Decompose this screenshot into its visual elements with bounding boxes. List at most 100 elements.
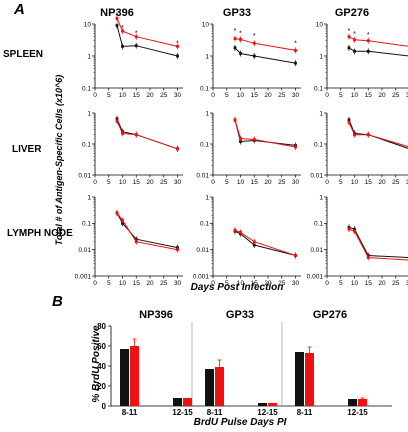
y-tick-label: 1 xyxy=(87,110,91,117)
y-tick-label: 0.01 xyxy=(196,172,209,179)
y-tick-label: 1 xyxy=(87,194,91,201)
data-point-black xyxy=(366,49,370,53)
data-point-red xyxy=(252,138,256,141)
data-point-red xyxy=(366,133,370,137)
x-tick-label: 25 xyxy=(392,92,400,99)
y-tick-label: 10 xyxy=(84,21,92,28)
bar-black xyxy=(173,398,182,406)
data-point-black xyxy=(353,49,356,53)
x-tick-label: 15 xyxy=(133,92,141,99)
x-tick-label: 20 xyxy=(264,179,272,186)
data-point-red xyxy=(366,256,370,259)
bar-panel: 0 20 40 60 80 8-11 12-15 8-11 12-15 8-11 12-15 xyxy=(97,322,392,417)
data-point-black xyxy=(347,46,351,50)
column-title-gp276: GP276 xyxy=(335,7,369,19)
data-point-red xyxy=(294,254,297,257)
data-point-red xyxy=(239,231,242,234)
x-tick-label: 10 xyxy=(237,280,245,287)
x-tick-label: 0 xyxy=(211,179,215,186)
bar-y-tick-label: 80 xyxy=(97,322,106,331)
x-tick-label: 10 xyxy=(351,280,359,287)
x-tick-label: 10 xyxy=(351,179,359,186)
bar-black xyxy=(348,399,357,406)
x-tick-label: 5 xyxy=(225,179,229,186)
bar-category-label: 12-15 xyxy=(347,408,368,417)
series-line-red xyxy=(348,228,408,261)
significance-star: * xyxy=(367,32,370,39)
y-tick-label: 0.01 xyxy=(310,172,323,179)
data-point-red xyxy=(347,227,351,231)
series-line-black xyxy=(234,230,296,256)
data-point-red xyxy=(121,29,124,33)
series-line-red xyxy=(116,18,178,47)
row-label-liver: LIVER xyxy=(12,144,42,155)
significance-star: * xyxy=(253,33,256,40)
data-point-red xyxy=(134,133,138,137)
x-tick-label: 30 xyxy=(292,179,300,186)
row-label-lymph-node: LYMPH NODE xyxy=(7,228,73,239)
bar-group-title-np396: NP396 xyxy=(139,309,173,321)
data-point-black xyxy=(121,221,124,225)
x-tick-label: 5 xyxy=(107,92,111,99)
data-point-black xyxy=(233,46,237,50)
x-tick-label: 0 xyxy=(93,280,97,287)
y-tick-label: 1 xyxy=(205,110,209,117)
x-tick-label: 10 xyxy=(351,92,359,99)
x-tick-label: 0 xyxy=(93,179,97,186)
series-line-red xyxy=(234,229,296,256)
x-tick-label: 0 xyxy=(211,280,215,287)
data-point-red xyxy=(134,35,138,39)
y-tick-label: 0.01 xyxy=(196,247,209,254)
data-point-black xyxy=(134,44,138,48)
x-tick-label: 15 xyxy=(365,280,373,287)
bar-black xyxy=(258,403,267,406)
bar-y-tick-label: 60 xyxy=(97,342,106,351)
data-point-black xyxy=(239,140,242,143)
bar-category-label: 8-11 xyxy=(122,408,138,417)
series-line-black xyxy=(348,119,408,149)
significance-star: * xyxy=(234,28,237,35)
bar-red xyxy=(305,353,314,406)
y-tick-label: 0.1 xyxy=(200,85,209,92)
x-tick-label: 20 xyxy=(378,92,386,99)
y-tick-label: 0.1 xyxy=(314,141,323,148)
data-point-red xyxy=(294,48,297,52)
panel-a-x-axis-title: Days Post Infection xyxy=(191,282,284,293)
series-line-black xyxy=(116,212,178,249)
y-tick-label: 0.1 xyxy=(314,85,323,92)
y-tick-label: 0.1 xyxy=(82,221,91,228)
series-line-red xyxy=(348,36,408,47)
data-point-red xyxy=(176,44,179,48)
x-tick-label: 15 xyxy=(365,179,373,186)
panel-a-letter: A xyxy=(13,1,25,18)
x-tick-label: 30 xyxy=(406,179,408,186)
data-point-red xyxy=(353,133,356,137)
x-tick-label: 30 xyxy=(406,280,408,287)
y-tick-label: 1 xyxy=(87,53,91,60)
data-point-red xyxy=(366,39,370,43)
data-point-red xyxy=(239,137,242,140)
x-tick-label: 30 xyxy=(292,92,300,99)
x-tick-label: 15 xyxy=(251,280,259,287)
x-tick-label: 25 xyxy=(392,179,400,186)
significance-star: * xyxy=(116,12,119,19)
series-line-red xyxy=(234,38,296,51)
significance-star: * xyxy=(348,28,351,35)
bar-red xyxy=(268,403,277,406)
data-point-red xyxy=(115,119,119,123)
x-tick-label: 10 xyxy=(119,179,127,186)
data-point-black xyxy=(239,52,242,55)
y-tick-label: 0.001 xyxy=(75,273,92,280)
panel-a-y-axis-title: Total # of Antigen-Specific Cells (x10^6… xyxy=(54,75,64,246)
column-title-np396: NP396 xyxy=(100,7,134,19)
data-point-red xyxy=(347,120,351,124)
bar-category-label: 12-15 xyxy=(172,408,193,417)
x-tick-label: 0 xyxy=(93,92,97,99)
x-tick-label: 20 xyxy=(264,280,272,287)
x-tick-label: 5 xyxy=(339,280,343,287)
data-point-red xyxy=(353,229,356,233)
